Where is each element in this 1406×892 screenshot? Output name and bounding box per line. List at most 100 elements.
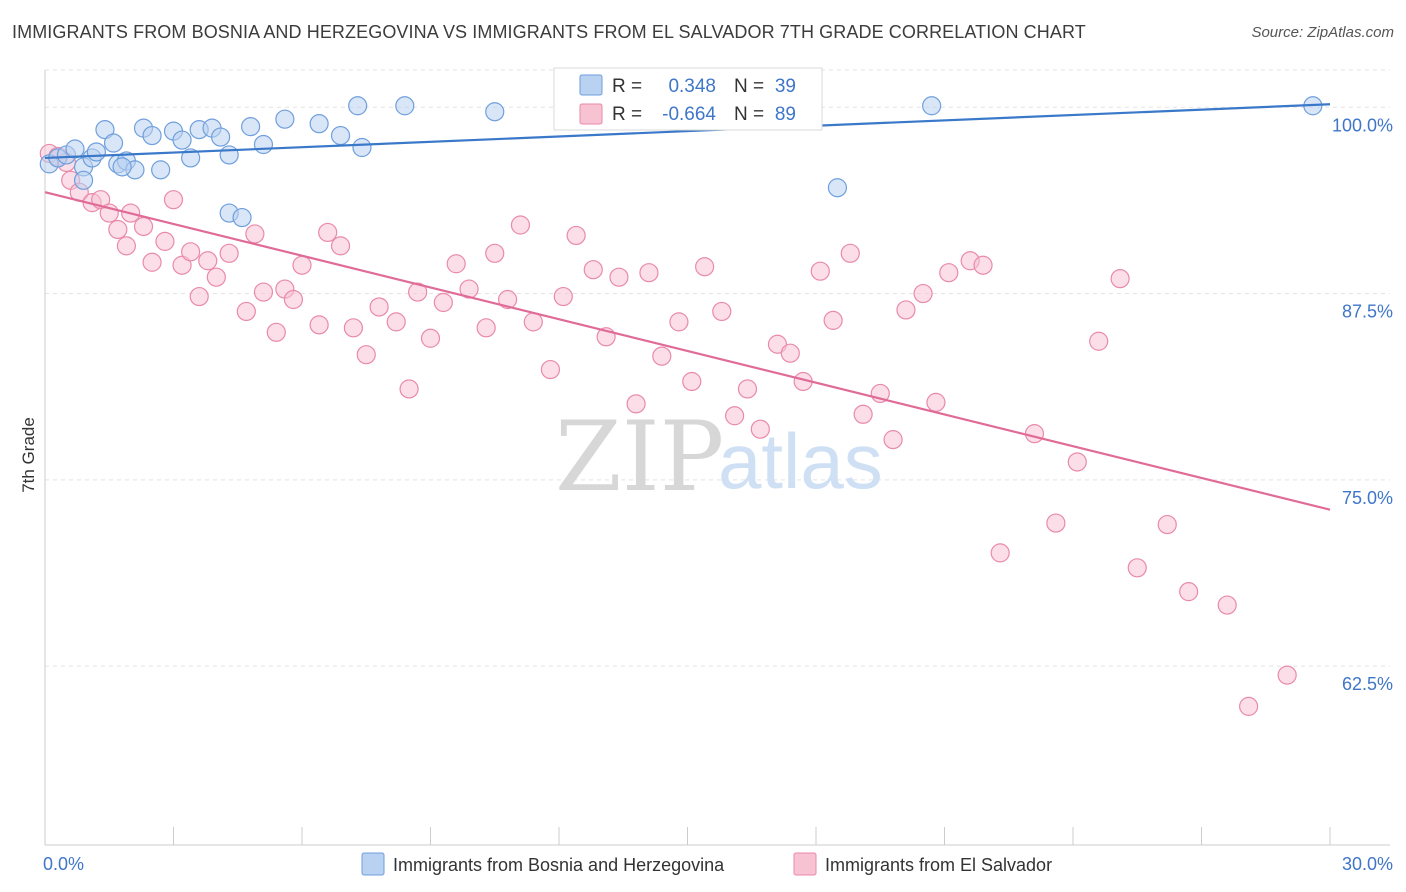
- el-salvador-point-11: [133, 216, 154, 237]
- y-tick-label-0: 100.0%: [1332, 115, 1393, 135]
- el-salvador-point-30: [330, 236, 351, 256]
- x-tick-label-1: 30.0%: [1342, 854, 1393, 874]
- x-tick-labels: 0.0% 30.0%: [43, 854, 1393, 874]
- stats-legend-swatch-blue: [579, 74, 603, 96]
- y-tick-labels: 100.0% 87.5% 75.0% 62.5%: [1332, 115, 1393, 694]
- bosnia-point-22: [241, 117, 261, 137]
- el-salvador-point-17: [189, 286, 209, 307]
- bosnia-point-30: [485, 102, 505, 122]
- el-salvador-point-15: [172, 255, 192, 275]
- bosnia-point-17: [181, 148, 201, 168]
- bosnia-point-8: [103, 133, 124, 153]
- el-salvador-point-29: [318, 222, 338, 243]
- bosnia-point-24: [275, 109, 295, 129]
- el-salvador-point-72: [913, 283, 933, 304]
- el-salvador-point-14: [163, 190, 184, 210]
- bosnia-point-16: [172, 130, 192, 150]
- bosnia-point-26: [330, 125, 351, 146]
- watermark: ZIP atlas: [555, 401, 883, 513]
- y-tick-label-2: 75.0%: [1342, 488, 1393, 508]
- stats-legend: R = 0.348 N = 39 R = -0.664 N = 89: [553, 67, 823, 131]
- el-salvador-point-46: [540, 359, 561, 380]
- source-credit: Source: ZipAtlas.com: [1251, 24, 1394, 41]
- el-salvador-point-55: [669, 312, 689, 332]
- bosnia-point-35: [73, 170, 94, 190]
- bosnia-point-32: [827, 178, 848, 198]
- bosnia-point-38: [232, 207, 252, 228]
- el-salvador-point-44: [510, 215, 531, 235]
- stats-n-value-blue: 39: [775, 76, 796, 97]
- el-salvador-point-88: [1277, 665, 1297, 685]
- el-salvador-point-86: [1217, 595, 1237, 615]
- el-salvador-point-33: [369, 297, 389, 317]
- bottom-legend: Immigrants from Bosnia and Herzegovina I…: [361, 852, 1052, 876]
- el-salvador-point-77: [990, 543, 1010, 563]
- el-salvador-point-23: [253, 282, 274, 302]
- el-salvador-point-56: [682, 371, 702, 392]
- el-salvador-point-22: [245, 224, 265, 244]
- stats-n-value-pink: 89: [775, 104, 796, 125]
- el-salvador-point-49: [583, 260, 603, 280]
- stats-legend-swatch-pink: [579, 103, 603, 125]
- el-salvador-point-21: [236, 301, 256, 322]
- el-salvador-point-63: [780, 343, 800, 363]
- y-axis-label: 7th Grade: [19, 417, 38, 493]
- watermark-zip: ZIP: [555, 401, 724, 513]
- y-tick-label-1: 87.5%: [1342, 302, 1393, 322]
- el-salvador-point-18: [198, 251, 218, 271]
- el-salvador-point-85: [1179, 582, 1199, 602]
- stats-r-value-blue: 0.348: [668, 76, 716, 97]
- el-salvador-point-68: [853, 404, 873, 424]
- el-salvador-point-60: [737, 379, 758, 399]
- bosnia-point-29: [395, 96, 415, 116]
- chart-title: IMMIGRANTS FROM BOSNIA AND HERZEGOVINA V…: [12, 22, 1086, 42]
- el-salvador-point-66: [823, 310, 843, 330]
- el-salvador-point-65: [810, 261, 830, 281]
- el-salvador-point-16: [181, 242, 201, 262]
- el-salvador-point-59: [725, 406, 745, 426]
- bosnia-point-14: [151, 160, 171, 180]
- el-salvador-point-35: [399, 379, 419, 399]
- bosnia-point-6: [86, 142, 107, 162]
- el-salvador-point-78: [1024, 424, 1045, 444]
- el-salvador-point-67: [840, 243, 860, 263]
- stats-r-label-blue: R =: [612, 76, 642, 97]
- el-salvador-point-48: [566, 225, 586, 246]
- legend-label-bosnia: Immigrants from Bosnia and Herzegovina: [393, 855, 725, 875]
- legend-swatch-el-salvador: [793, 852, 817, 876]
- legend-label-el-salvador: Immigrants from El Salvador: [825, 855, 1052, 875]
- el-salvador-point-52: [626, 394, 646, 414]
- el-salvador-point-12: [142, 252, 162, 272]
- stats-n-label-pink: N =: [734, 104, 764, 125]
- bosnia-point-23: [253, 134, 274, 155]
- el-salvador-point-82: [1110, 269, 1130, 289]
- legend-swatch-bosnia: [361, 852, 385, 876]
- el-salvador-point-34: [386, 312, 406, 332]
- bosnia-point-36: [112, 157, 132, 177]
- trend-line-bosnia: [44, 103, 1331, 160]
- el-salvador-point-41: [476, 318, 496, 338]
- el-salvador-point-71: [896, 300, 916, 320]
- stats-n-label-blue: N =: [734, 76, 764, 97]
- el-salvador-point-26: [283, 289, 304, 310]
- el-salvador-point-87: [1239, 696, 1259, 716]
- el-salvador-point-9: [116, 236, 136, 256]
- el-salvador-point-47: [553, 286, 573, 307]
- stats-r-label-pink: R =: [612, 104, 642, 125]
- el-salvador-point-19: [206, 267, 226, 287]
- el-salvador-point-38: [433, 292, 453, 313]
- el-salvador-point-28: [309, 315, 329, 335]
- x-tick-label-0: 0.0%: [43, 854, 84, 874]
- el-salvador-point-80: [1067, 452, 1087, 472]
- el-salvador-point-81: [1089, 331, 1109, 351]
- el-salvador-point-58: [712, 301, 732, 322]
- el-salvador-point-20: [219, 243, 239, 263]
- bosnia-point-28: [352, 137, 372, 158]
- stats-r-value-pink: -0.664: [662, 104, 716, 125]
- series-el-salvador-points: [39, 143, 1297, 716]
- watermark-atlas: atlas: [718, 417, 883, 505]
- bosnia-point-27: [348, 96, 368, 116]
- el-salvador-point-83: [1127, 558, 1147, 578]
- trend-line-el-salvador: [44, 191, 1331, 511]
